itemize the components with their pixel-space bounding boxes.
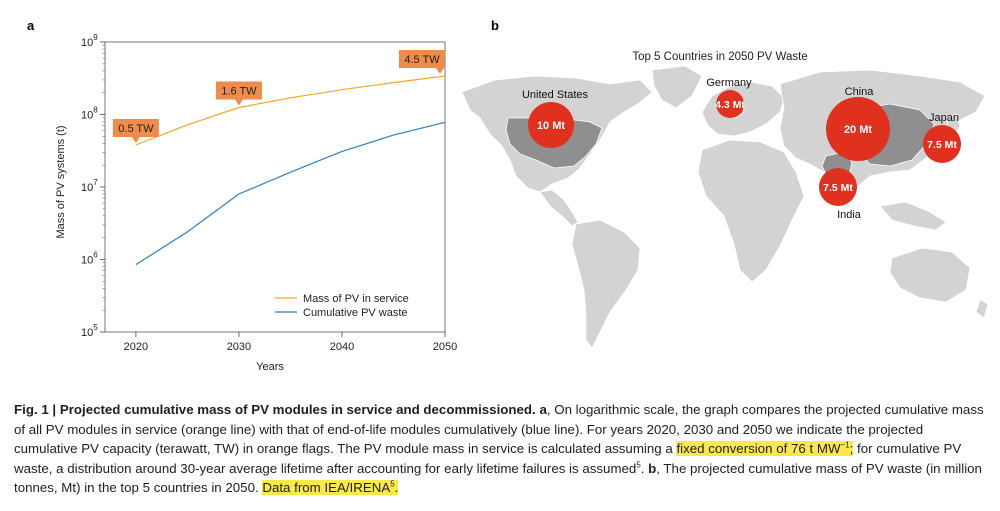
country-bubbles: United States 10 Mt Germany 4.3 Mt China… [522, 77, 961, 221]
panel-b-map: b Top 5 Countries in 2050 PV Waste [461, 18, 989, 349]
tw-flag [112, 118, 159, 143]
y-tick-label: 107 [81, 178, 98, 194]
x-axis-label: Years [256, 361, 284, 373]
bubble-united-states: United States 10 Mt [522, 89, 589, 148]
bubble-value-germany: 4.3 Mt [715, 99, 745, 111]
greenland-shape [651, 65, 703, 109]
south-america-shape [571, 219, 641, 349]
caption-a-label: a [539, 402, 547, 417]
x-tick-label: 2030 [227, 341, 251, 353]
africa-shape [697, 139, 805, 283]
country-name-china: China [845, 86, 875, 98]
bubble-india: 7.5 Mt India [819, 168, 862, 221]
chart-a-layer: 105 106 107 108 109 2020 2030 2040 2050 Years Mass… [55, 33, 457, 373]
figure-caption: Fig. 1 | Projected cumulative mass of PV… [14, 400, 986, 498]
panel-a-chart: a 105 106 107 108 109 2020 2030 2040 2050 Years Ma… [27, 18, 457, 373]
central-america-shape [539, 189, 579, 227]
y-tick-label: 108 [81, 106, 98, 122]
country-name-japan: Japan [929, 112, 959, 124]
x-tick-label: 2040 [330, 341, 354, 353]
country-name-united-states: United States [522, 89, 589, 101]
country-name-india: India [837, 209, 862, 221]
bubble-japan: Japan 7.5 Mt [923, 112, 961, 163]
caption-hl1-end: ; [849, 441, 854, 456]
bubble-circle-japan [923, 125, 961, 163]
bubble-circle-united-states [528, 102, 574, 148]
tw-flag [215, 81, 262, 106]
tw-flag-label: 4.5 TW [404, 54, 440, 66]
bubble-circle-india [819, 168, 857, 206]
caption-hl1-text: fixed conversion of 76 t MW [676, 441, 841, 456]
series-line-pv-waste [135, 121, 446, 266]
bubble-china: China 20 Mt [826, 86, 890, 161]
y-axis-label: Mass of PV systems (t) [55, 125, 67, 238]
caption-highlight-conversion: fixed conversion of 76 t MW−1; [676, 440, 854, 456]
series-line-pv-in-service [135, 75, 446, 146]
tw-flag-label: 0.5 TW [118, 123, 154, 135]
new-zealand-shape [975, 299, 989, 319]
y-tick-label: 109 [81, 33, 98, 49]
caption-ref2: 5 [390, 479, 395, 489]
caption-fig-label: Fig. 1 | Projected cumulative mass of PV… [14, 402, 536, 417]
caption-hl1-sup: −1 [840, 440, 850, 450]
bubble-circle-china [826, 97, 890, 161]
y-tick-label: 106 [81, 251, 98, 267]
tw-flag [399, 49, 445, 74]
panel-a-label: a [27, 18, 35, 33]
legend-label: Mass of PV in service [303, 293, 409, 305]
bubble-value-united-states: 10 Mt [537, 120, 565, 132]
caption-part2: for cumulative PV waste, a distribution … [14, 441, 962, 476]
bubble-value-india: 7.5 Mt [823, 182, 853, 194]
plot-frame [104, 41, 446, 333]
caption-part4: , The projected cumulative mass of PV wa… [14, 460, 982, 496]
legend-label: Cumulative PV waste [303, 307, 408, 319]
caption-hl2-end: . [394, 480, 399, 495]
bubble-value-japan: 7.5 Mt [927, 139, 957, 151]
y-tick-label: 105 [81, 323, 98, 339]
caption-highlight-source: Data from IEA/IRENA5. [262, 479, 399, 495]
x-tick-label: 2050 [433, 341, 457, 353]
country-name-germany: Germany [706, 77, 752, 89]
australia-shape [889, 247, 971, 303]
tw-flag-label: 1.6 TW [221, 85, 257, 97]
caption-part3: . [640, 460, 649, 476]
bubble-circle-germany [716, 90, 744, 118]
southeast-asia-shape [879, 201, 947, 231]
caption-hl2-text: Data from IEA/IRENA [262, 480, 391, 495]
bubble-germany: Germany 4.3 Mt [706, 77, 752, 118]
caption-ref1: 5 [636, 460, 641, 470]
bubble-value-china: 20 Mt [844, 124, 872, 136]
caption-b-label: b [648, 460, 657, 476]
caption-part1: , On logarithmic scale, the graph compar… [14, 402, 984, 456]
map-title: Top 5 Countries in 2050 PV Waste [632, 51, 807, 63]
panel-b-label: b [491, 18, 499, 33]
x-tick-label: 2020 [124, 341, 148, 353]
